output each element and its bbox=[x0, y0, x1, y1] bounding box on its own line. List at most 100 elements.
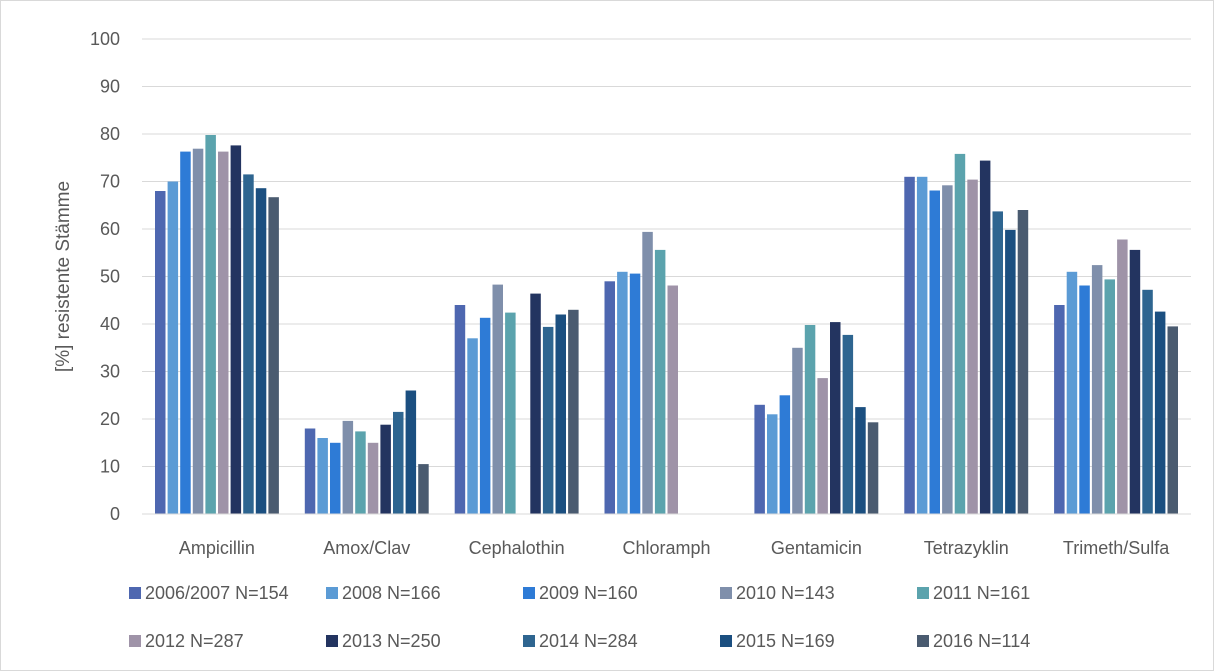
y-tick-label: 100 bbox=[90, 29, 120, 49]
legend-swatch bbox=[326, 635, 338, 647]
bar bbox=[904, 176, 915, 515]
bar bbox=[330, 442, 341, 515]
y-tick-label: 40 bbox=[100, 314, 120, 334]
y-tick-label: 0 bbox=[110, 504, 120, 524]
legend-item: 2012 N=287 bbox=[129, 631, 244, 651]
bar bbox=[842, 334, 854, 514]
bar bbox=[1129, 249, 1141, 514]
x-tick-label: Tetrazyklin bbox=[924, 538, 1009, 558]
bar bbox=[405, 390, 417, 514]
bar bbox=[542, 326, 554, 514]
bar bbox=[230, 145, 242, 514]
legend-label: 2013 N=250 bbox=[342, 631, 441, 651]
legend-label: 2014 N=284 bbox=[539, 631, 638, 651]
bar bbox=[792, 347, 803, 515]
legend-label: 2011 N=161 bbox=[933, 583, 1030, 603]
y-tick-label: 20 bbox=[100, 409, 120, 429]
bar bbox=[967, 179, 978, 514]
legend-label: 2012 N=287 bbox=[145, 631, 244, 651]
x-tick-label: Chloramph bbox=[622, 538, 710, 558]
x-axis: Ampicillin Amox/Clav Cephalothin Chloramph G… bbox=[179, 538, 1170, 558]
bar bbox=[367, 442, 379, 515]
bar bbox=[942, 185, 953, 515]
legend-item: 2014 N=284 bbox=[523, 631, 638, 651]
bar bbox=[629, 273, 641, 514]
legend-label: 2010 N=143 bbox=[736, 583, 835, 603]
bar bbox=[654, 249, 666, 514]
bar bbox=[255, 188, 267, 514]
bar bbox=[205, 135, 216, 514]
legend-swatch bbox=[720, 635, 732, 647]
x-tick-label: Trimeth/Sulfa bbox=[1063, 538, 1170, 558]
bar bbox=[505, 312, 516, 514]
bar bbox=[180, 151, 191, 514]
legend-item: 2013 N=250 bbox=[326, 631, 441, 651]
bar bbox=[855, 407, 866, 514]
bar bbox=[817, 378, 828, 514]
bar bbox=[867, 422, 879, 514]
bar bbox=[380, 424, 391, 514]
y-tick-label: 90 bbox=[100, 77, 120, 97]
bar bbox=[1054, 305, 1065, 514]
bar bbox=[355, 431, 366, 514]
y-tick-label: 60 bbox=[100, 219, 120, 239]
legend-label: 2008 N=166 bbox=[342, 583, 441, 603]
bar bbox=[479, 317, 491, 514]
bar bbox=[1167, 326, 1178, 514]
legend-swatch bbox=[917, 587, 929, 599]
bar bbox=[954, 153, 966, 514]
x-tick-label: Cephalothin bbox=[469, 538, 565, 558]
gridlines bbox=[142, 38, 1191, 467]
x-tick-label: Ampicillin bbox=[179, 538, 255, 558]
bar bbox=[979, 160, 991, 514]
x-tick-label: Amox/Clav bbox=[323, 538, 410, 558]
legend-item: 2015 N=169 bbox=[720, 631, 835, 651]
bar bbox=[530, 293, 541, 514]
y-tick-label: 50 bbox=[100, 267, 120, 287]
bar bbox=[393, 411, 404, 514]
legend-item: 2010 N=143 bbox=[720, 583, 835, 603]
bar bbox=[304, 428, 316, 514]
legend-swatch bbox=[720, 587, 732, 599]
bars bbox=[155, 135, 1178, 515]
bar bbox=[830, 322, 841, 514]
bar bbox=[1091, 265, 1103, 514]
bar bbox=[929, 190, 940, 514]
legend-item: 2016 N=114 bbox=[917, 631, 1030, 651]
x-tick-label: Gentamicin bbox=[771, 538, 862, 558]
bar bbox=[1104, 279, 1115, 514]
bar bbox=[1154, 311, 1166, 514]
legend-label: 2006/2007 N=154 bbox=[145, 583, 289, 603]
bar bbox=[1142, 289, 1153, 514]
bar bbox=[1117, 239, 1128, 514]
legend-swatch bbox=[523, 587, 535, 599]
bar bbox=[155, 191, 166, 514]
bar bbox=[642, 231, 653, 514]
bar bbox=[767, 414, 778, 515]
y-tick-label: 80 bbox=[100, 124, 120, 144]
bar bbox=[804, 325, 816, 514]
legend-swatch bbox=[129, 635, 141, 647]
y-axis-title: [%] resistente Stämme bbox=[53, 181, 74, 372]
bar bbox=[342, 420, 354, 514]
y-axis: 0 10 20 30 40 50 60 70 80 90 100 bbox=[90, 29, 120, 524]
bar bbox=[916, 176, 928, 515]
bar bbox=[779, 395, 791, 515]
bar bbox=[754, 404, 765, 515]
bar bbox=[268, 197, 279, 514]
y-tick-label: 10 bbox=[100, 457, 120, 477]
bar bbox=[418, 464, 429, 514]
bar bbox=[1017, 210, 1029, 514]
y-tick-label: 70 bbox=[100, 172, 120, 192]
bar bbox=[1005, 229, 1016, 514]
bar bbox=[1066, 271, 1078, 515]
legend-swatch bbox=[917, 635, 929, 647]
legend-swatch bbox=[326, 587, 338, 599]
legend-item: 2006/2007 N=154 bbox=[129, 583, 289, 603]
legend-item: 2011 N=161 bbox=[917, 583, 1030, 603]
legend-label: 2009 N=160 bbox=[539, 583, 638, 603]
legend-label: 2016 N=114 bbox=[933, 631, 1030, 651]
bar bbox=[617, 271, 628, 515]
legend-item: 2008 N=166 bbox=[326, 583, 441, 603]
